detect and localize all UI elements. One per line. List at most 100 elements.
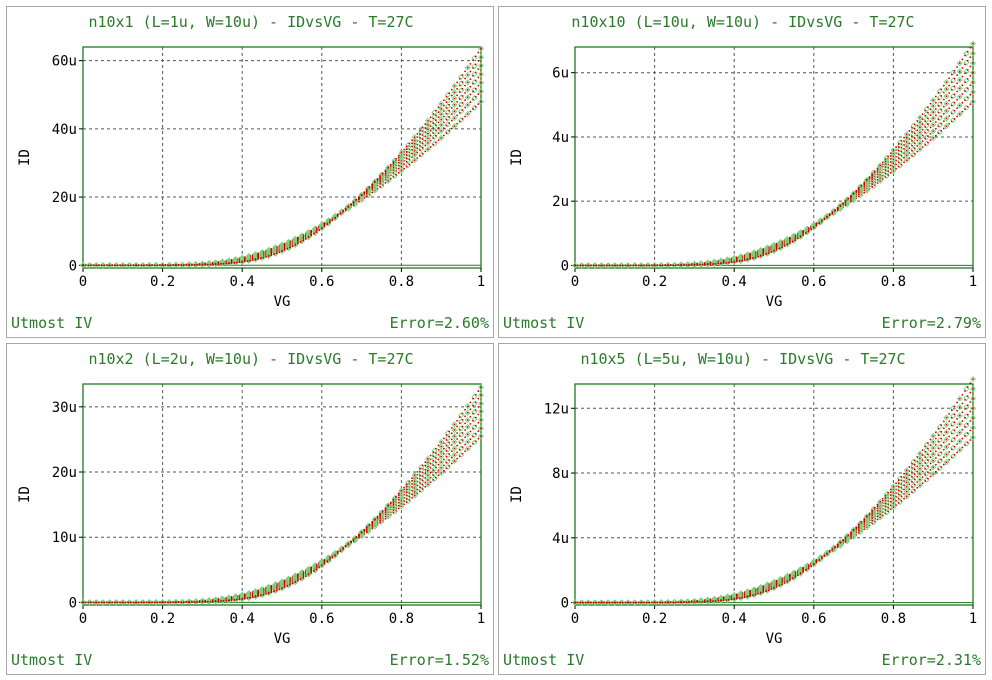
simulated-point (299, 578, 302, 581)
simulated-point (461, 102, 464, 104)
simulated-point (905, 159, 908, 162)
simulated-point (884, 158, 887, 161)
simulated-point (278, 251, 281, 254)
measured-point (444, 435, 451, 442)
measured-point (890, 167, 897, 174)
simulated-point (789, 239, 791, 242)
measured-point (371, 187, 378, 194)
simulated-point (942, 127, 945, 130)
simulated-point (640, 264, 643, 267)
measured-point (464, 423, 471, 430)
simulated-point (474, 63, 477, 66)
simulated-point (389, 165, 392, 168)
simulated-point (953, 454, 956, 456)
simulated-point (956, 98, 958, 101)
simulated-point (666, 264, 669, 267)
measured-point (477, 79, 485, 86)
measured-point (146, 599, 153, 606)
simulated-point (966, 68, 969, 71)
measured-point (371, 178, 378, 185)
simulated-point (597, 264, 600, 267)
simulated-point (765, 253, 767, 256)
simulated-point (456, 94, 459, 97)
simulated-point (437, 469, 440, 472)
measured-point (438, 469, 445, 477)
simulated-point (113, 264, 116, 267)
measured-point (717, 260, 724, 267)
measured-point (398, 497, 405, 504)
simulated-point (889, 508, 892, 511)
measured-point (385, 164, 392, 171)
simulated-point (424, 150, 427, 153)
simulated-point (445, 455, 448, 458)
measured-point (877, 168, 884, 175)
simulated-point (294, 581, 297, 584)
measured-point (424, 455, 431, 462)
curve-series (79, 425, 485, 606)
simulated-point (90, 601, 92, 604)
simulated-point (956, 66, 958, 68)
simulated-point (863, 191, 866, 194)
simulated-point (384, 176, 387, 179)
simulated-point (461, 81, 464, 83)
simulated-point (693, 264, 696, 266)
simulated-point (424, 135, 427, 138)
simulated-point (600, 264, 603, 267)
simulated-point (328, 558, 331, 561)
simulated-point (972, 62, 974, 64)
simulated-point (421, 488, 424, 490)
measured-point (451, 451, 458, 459)
simulated-point (892, 506, 895, 509)
measured-point (824, 213, 831, 220)
curve-series (79, 384, 485, 606)
footer-tool-label: Utmost IV (11, 314, 93, 332)
measured-point (471, 63, 478, 70)
simulated-point (387, 504, 390, 507)
simulated-point (704, 263, 706, 266)
simulated-point (310, 572, 313, 574)
simulated-point (706, 263, 709, 266)
measured-point (923, 105, 930, 112)
simulated-point (464, 70, 466, 73)
measured-point (424, 467, 431, 474)
simulated-point (432, 451, 435, 454)
measured-point (385, 174, 392, 181)
simulated-point (448, 109, 451, 112)
simulated-point (934, 470, 937, 473)
simulated-point (953, 69, 956, 72)
measured-point (438, 448, 445, 455)
curve-series (571, 88, 977, 269)
simulated-point (310, 570, 313, 573)
simulated-point (334, 554, 336, 557)
simulated-point (129, 601, 132, 604)
simulated-point (326, 223, 329, 226)
simulated-point (858, 193, 860, 196)
simulated-point (889, 154, 892, 157)
simulated-point (969, 84, 972, 87)
simulated-point (958, 113, 961, 115)
simulated-point (432, 464, 435, 467)
measured-point (431, 447, 438, 454)
simulated-point (450, 444, 453, 446)
simulated-point (953, 93, 956, 96)
simulated-point (389, 178, 392, 180)
simulated-point (100, 601, 103, 604)
simulated-point (440, 466, 443, 469)
simulated-point (302, 576, 305, 579)
simulated-point (815, 224, 818, 227)
simulated-point (698, 263, 701, 266)
simulated-point (472, 98, 474, 101)
simulated-point (419, 154, 421, 157)
simulated-point (881, 161, 884, 164)
simulated-point (863, 525, 866, 528)
simulated-point (262, 256, 265, 259)
x-tick-label: 0.4 (230, 274, 255, 290)
simulated-point (249, 596, 252, 599)
simulated-point (339, 212, 342, 215)
simulated-point (895, 163, 897, 166)
simulated-point (924, 109, 927, 112)
simulated-point (419, 477, 421, 480)
simulated-point (948, 107, 951, 110)
simulated-point (919, 116, 921, 119)
simulated-point (453, 117, 456, 119)
